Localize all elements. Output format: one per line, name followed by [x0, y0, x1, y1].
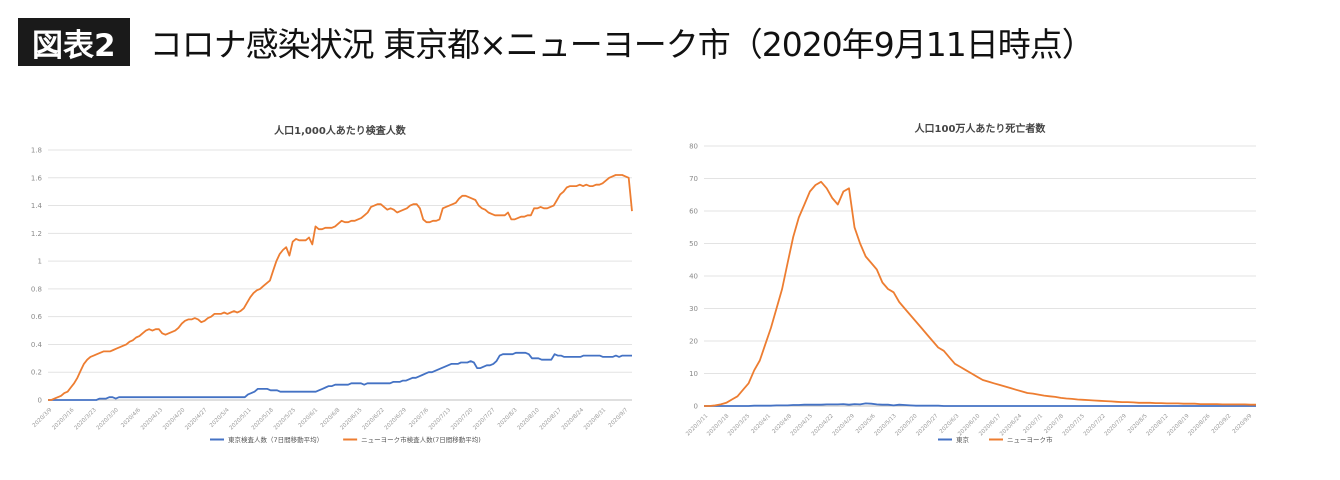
x-tick-label: 2020/4/6	[120, 407, 142, 429]
x-tick-label: 2020/8/3	[497, 407, 519, 429]
series-line-0	[704, 402, 1256, 407]
series-line-1	[704, 180, 1256, 407]
x-tick-label: 2020/7/27	[472, 407, 497, 432]
x-tick-label: 2020/8/24	[561, 407, 586, 432]
x-tick-label: 2020/7/20	[450, 407, 475, 432]
x-tick-label: 2020/6/24	[999, 413, 1024, 438]
x-tick-label: 2020/3/9	[32, 407, 54, 429]
x-tick-label: 2020/7/13	[428, 407, 453, 432]
x-tick-label: 2020/4/27	[184, 407, 209, 432]
x-tick-label: 2020/8/10	[517, 407, 542, 432]
x-tick-label: 2020/3/25	[727, 413, 752, 438]
y-tick-label: 0.4	[31, 341, 43, 349]
x-tick-label: 2020/4/13	[140, 407, 165, 432]
x-tick-label: 2020/8/31	[583, 407, 607, 431]
y-tick-label: 10	[689, 370, 698, 378]
x-tick-label: 2020/8/26	[1187, 413, 1212, 438]
y-tick-label: 0.8	[31, 285, 42, 293]
x-tick-label: 2020/5/18	[251, 407, 276, 432]
x-tick-label: 2020/6/29	[384, 407, 409, 432]
y-tick-label: 0	[38, 397, 42, 405]
y-tick-label: 1.8	[31, 147, 42, 155]
y-tick-label: 1.6	[31, 174, 43, 182]
x-tick-label: 2020/6/1	[298, 407, 320, 429]
chart-title: 人口100万人あたり死亡者数	[915, 122, 1047, 135]
x-tick-label: 2020/6/8	[320, 407, 342, 429]
x-tick-label: 2020/4/1	[750, 413, 772, 435]
x-tick-label: 2020/8/17	[539, 407, 564, 432]
x-tick-label: 2020/3/16	[51, 407, 76, 432]
y-tick-label: 20	[689, 338, 698, 346]
x-tick-label: 2020/7/6	[408, 407, 430, 429]
x-tick-label: 2020/3/30	[96, 407, 121, 432]
y-tick-label: 0	[694, 403, 698, 411]
y-tick-label: 60	[689, 208, 698, 216]
y-tick-label: 40	[689, 273, 698, 281]
x-tick-label: 2020/6/22	[362, 407, 386, 431]
x-tick-label: 2020/9/9	[1232, 413, 1254, 435]
y-tick-label: 0.2	[31, 369, 42, 377]
x-tick-label: 2020/5/11	[229, 407, 253, 431]
y-tick-label: 1.2	[31, 230, 42, 238]
y-tick-label: 30	[689, 305, 698, 313]
x-tick-label: 2020/7/29	[1104, 413, 1129, 438]
y-tick-label: 0.6	[31, 313, 43, 321]
legend-label: ニューヨーク市検査人数(7日間移動平均)	[361, 435, 481, 444]
x-tick-label: 2020/5/4	[209, 407, 231, 429]
y-tick-label: 1	[38, 258, 42, 266]
x-tick-label: 2020/7/1	[1022, 413, 1044, 435]
x-tick-label: 2020/4/20	[162, 407, 187, 432]
header: 図表2 コロナ感染状況 東京都×ニューヨーク市（2020年9月11日時点）	[18, 14, 1095, 70]
x-tick-label: 2020/3/23	[74, 407, 99, 432]
page-title: コロナ感染状況 東京都×ニューヨーク市（2020年9月11日時点）	[149, 25, 1095, 64]
x-tick-label: 2020/9/2	[1211, 413, 1233, 435]
x-tick-label: 2020/5/25	[273, 407, 298, 432]
legend-label: 東京	[956, 435, 970, 444]
x-tick-label: 2020/4/29	[832, 413, 857, 438]
figure-badge: 図表2	[18, 18, 130, 66]
x-tick-label: 2020/5/27	[915, 413, 940, 438]
legend-label: 東京検査人数（7日間移動平均）	[228, 435, 323, 444]
x-tick-label: 2020/6/15	[339, 407, 364, 432]
y-tick-label: 1.4	[31, 202, 43, 210]
chart-title: 人口1,000人あたり検査人数	[274, 124, 407, 137]
x-tick-label: 2020/9/7	[608, 407, 630, 429]
chart-tests-per-1000: 人口1,000人あたり検査人数 0 0.2 0.4 0.6 0.8 1 1.2 1.4 1.6 1.…	[31, 124, 633, 444]
y-tick-label: 70	[689, 175, 698, 183]
y-tick-label: 50	[689, 240, 698, 248]
series-line-0	[48, 351, 632, 401]
legend-label: ニューヨーク市	[1007, 435, 1053, 444]
series-line-1	[48, 174, 633, 401]
y-tick-label: 80	[689, 143, 698, 151]
chart-deaths-per-million: 人口100万人あたり死亡者数010203040506070802020/3/11…	[685, 122, 1256, 444]
